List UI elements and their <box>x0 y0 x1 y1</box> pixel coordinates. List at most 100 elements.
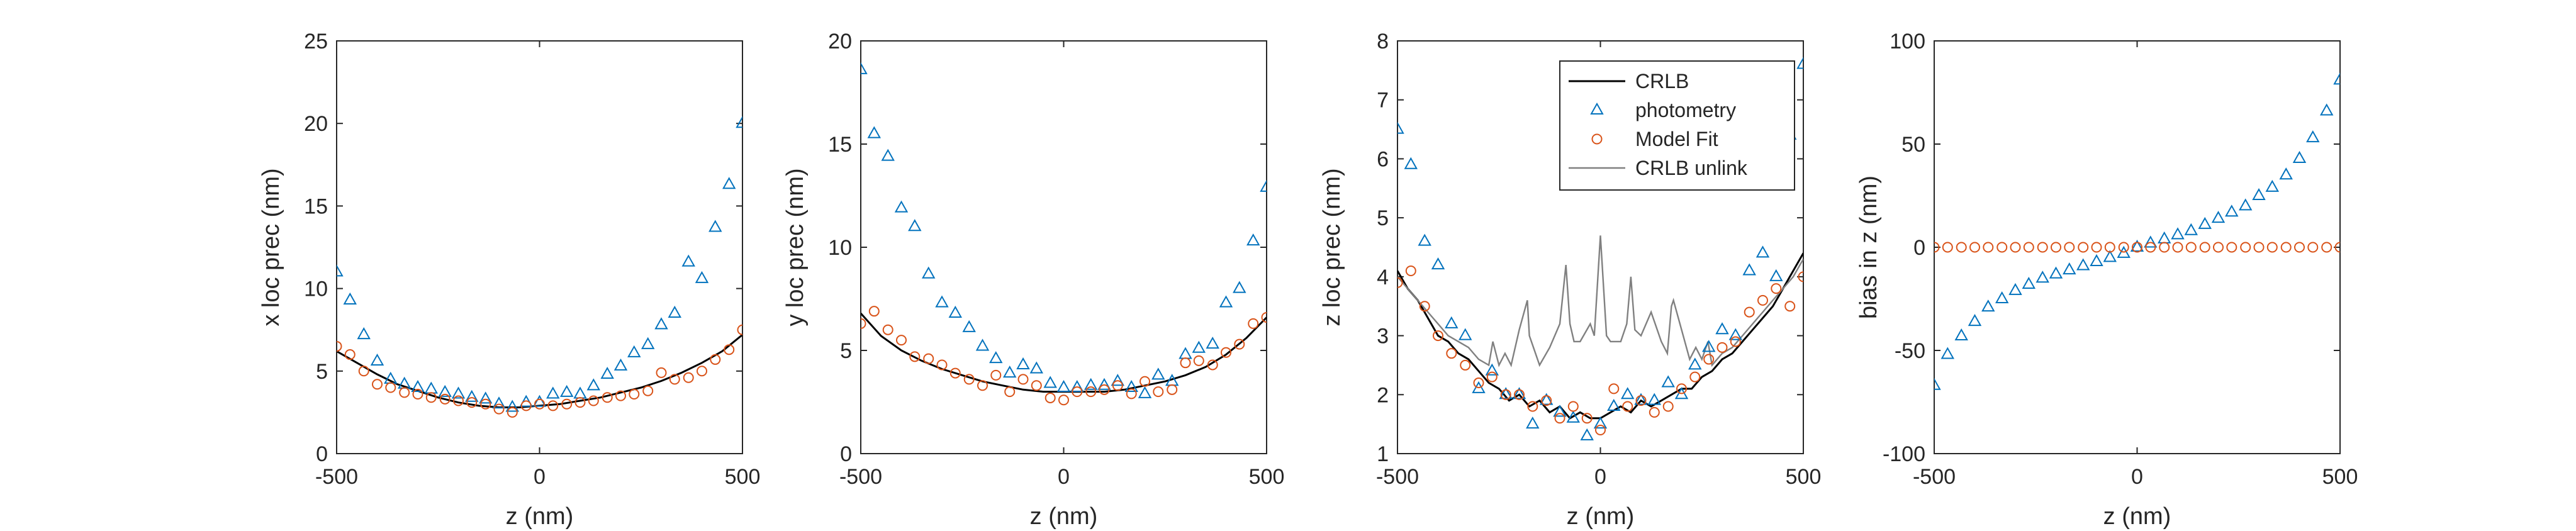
point-photometry <box>1056 380 1071 393</box>
point-model-fit <box>425 392 437 403</box>
point-photometry <box>2008 282 2022 295</box>
point-photometry <box>2198 216 2212 229</box>
point-photometry <box>1934 377 1941 390</box>
point-model-fit <box>1608 383 1620 394</box>
point-model-fit <box>1554 413 1565 424</box>
point-photometry <box>1084 377 1098 390</box>
y-tick-label: 15 <box>304 194 328 218</box>
point-photometry <box>2171 227 2185 240</box>
point-model-fit <box>629 389 640 400</box>
point-model-fit <box>1433 330 1443 342</box>
point-model-fit <box>2185 242 2197 253</box>
point-model-fit <box>1676 383 1687 394</box>
point-photometry <box>736 116 742 128</box>
legend-swatch-photometry <box>1590 102 1604 115</box>
point-model-fit <box>2104 242 2115 253</box>
point-model-fit <box>2294 242 2305 253</box>
point-photometry <box>1459 328 1472 340</box>
point-model-fit <box>724 344 735 355</box>
point-model-fit <box>1261 312 1267 323</box>
point-model-fit <box>2307 242 2319 253</box>
point-photometry <box>2076 258 2090 271</box>
point-photometry <box>722 177 736 189</box>
point-photometry <box>532 394 547 407</box>
point-photometry <box>1485 363 1499 376</box>
point-model-fit <box>1567 401 1579 412</box>
y-tick-label: 15 <box>828 133 852 157</box>
point-photometry <box>2022 277 2036 289</box>
point-photometry <box>2130 239 2144 252</box>
point-photometry <box>1043 376 1057 388</box>
x-axis-label: z (nm) <box>506 503 574 530</box>
point-photometry <box>1151 367 1165 380</box>
point-photometry <box>1647 393 1661 405</box>
point-photometry <box>1981 299 1995 312</box>
point-photometry <box>1995 291 2009 303</box>
point-photometry <box>2265 179 2279 192</box>
point-photometry <box>1621 387 1635 400</box>
point-model-fit <box>1784 301 1796 312</box>
point-model-fit <box>1514 389 1525 400</box>
point-photometry <box>1003 366 1017 378</box>
point-model-fit <box>1140 376 1150 387</box>
point-model-fit <box>2321 242 2332 253</box>
point-model-fit <box>615 390 626 401</box>
point-model-fit <box>1446 348 1457 359</box>
point-photometry <box>411 380 425 393</box>
y-tick-label: 1 <box>1377 442 1389 466</box>
x-tick-label: -500 <box>1376 465 1419 489</box>
point-model-fit <box>896 335 907 346</box>
point-model-fit <box>1716 342 1728 353</box>
point-model-fit <box>2051 242 2061 253</box>
point-photometry <box>1580 428 1594 440</box>
point-photometry <box>1756 245 1770 258</box>
legend-label-crlb: CRLB <box>1635 70 1689 92</box>
point-model-fit <box>1167 384 1178 395</box>
point-model-fit <box>2010 242 2021 253</box>
point-photometry <box>1796 57 1803 69</box>
point-model-fit <box>2253 242 2265 253</box>
point-photometry <box>2184 223 2198 235</box>
point-photometry <box>1111 374 1124 386</box>
point-model-fit <box>1153 386 1164 398</box>
point-model-fit <box>1221 347 1231 358</box>
x-tick-label: 500 <box>2322 465 2358 489</box>
x-tick-label: -500 <box>1913 465 1956 489</box>
axes-box <box>336 40 743 454</box>
point-model-fit <box>2145 242 2156 253</box>
point-photometry <box>600 367 614 379</box>
point-model-fit <box>710 354 721 365</box>
point-photometry <box>948 305 962 318</box>
point-model-fit <box>1072 386 1083 398</box>
y-tick-label: 7 <box>1377 89 1389 113</box>
point-model-fit <box>1473 377 1484 389</box>
point-model-fit <box>861 318 866 329</box>
x-tick-label: 0 <box>2131 465 2143 489</box>
point-photometry <box>2090 254 2103 266</box>
point-photometry <box>708 220 722 232</box>
point-model-fit <box>344 349 356 361</box>
point-model-fit <box>399 387 410 398</box>
point-photometry <box>479 391 493 404</box>
point-model-fit <box>1004 386 1016 398</box>
point-photometry <box>2036 271 2049 283</box>
point-photometry <box>2306 130 2320 143</box>
point-model-fit <box>2037 242 2048 253</box>
point-photometry <box>641 337 655 349</box>
point-model-fit <box>1099 384 1110 395</box>
point-photometry <box>2333 72 2340 85</box>
point-model-fit <box>2226 242 2237 253</box>
y-tick-label: 6 <box>1377 147 1389 171</box>
point-model-fit <box>2078 242 2089 253</box>
point-model-fit <box>669 374 680 385</box>
y-tick-label: -100 <box>1883 442 1925 466</box>
y-tick-label: 20 <box>828 30 852 53</box>
axes-box <box>1934 40 2341 454</box>
point-model-fit <box>1193 355 1204 366</box>
point-photometry <box>1728 328 1742 340</box>
point-model-fit <box>2280 242 2292 253</box>
point-model-fit <box>1983 242 1994 253</box>
point-model-fit <box>1031 380 1042 391</box>
point-model-fit <box>1649 406 1660 418</box>
x-tick-label: 0 <box>1594 465 1606 489</box>
